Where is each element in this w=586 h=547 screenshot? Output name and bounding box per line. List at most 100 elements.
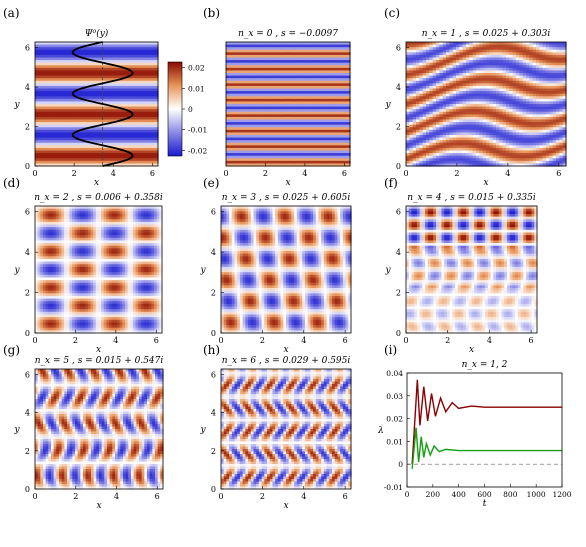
panel-label-b: (b)	[203, 6, 220, 20]
x-axis-label-h: x	[283, 501, 288, 511]
y-tick-h-2: 2	[211, 447, 216, 456]
x-tick-i-0: 0	[405, 490, 410, 499]
x-tick-g-2: 2	[73, 492, 78, 501]
y-axis-label-d: y	[13, 266, 20, 276]
y-tick-f-4: 4	[396, 248, 401, 257]
x-tick-g-4: 4	[114, 492, 119, 501]
x-tick-h-4: 4	[301, 492, 306, 501]
y-tick-e-6: 6	[211, 208, 216, 217]
y-axis-label-g: y	[13, 425, 20, 435]
y-tick-c-2: 2	[396, 123, 401, 132]
panel-label-c: (c)	[384, 6, 400, 20]
x-tick-c-2: 2	[454, 169, 459, 178]
x-tick-d-0: 0	[32, 336, 37, 345]
y-tick-f-6: 6	[396, 208, 401, 217]
field-map-h	[221, 369, 352, 490]
y-tick-c-6: 6	[396, 44, 401, 53]
panel-label-i: (i)	[384, 343, 397, 357]
x-tick-a-4: 4	[111, 169, 116, 178]
panel-i: (i)n_x = 1, 20 200 400 600 800 1000 1200-0.010…	[377, 343, 572, 509]
y-tick-d-2: 2	[25, 289, 30, 298]
panel-title-c: n_x = 1 , s = 0.025 + 0.303i	[422, 29, 551, 39]
x-tick-d-6: 6	[154, 336, 159, 345]
x-tick-i-1200: 1200	[552, 490, 571, 499]
x-tick-e-6: 6	[343, 336, 348, 345]
y-tick-c-0: 0	[396, 162, 401, 171]
x-tick-i-1000: 1000	[527, 490, 546, 499]
y-tick-g-2: 2	[25, 447, 30, 456]
x-tick-f-2: 2	[445, 336, 450, 345]
y-tick-f-0: 0	[396, 329, 401, 338]
field-map-d	[35, 206, 163, 334]
y-tick-e-0: 0	[211, 329, 216, 338]
y-axis-label-e: y	[199, 266, 206, 276]
y-tick-d-6: 6	[25, 208, 30, 217]
panel-title-h: n_x = 6 , s = 0.029 + 0.595i	[222, 356, 351, 366]
x-tick-h-0: 0	[218, 492, 223, 501]
field-map-c	[406, 42, 567, 167]
panel-label-a: (a)	[3, 6, 20, 20]
panel-title-g: n_x = 5 , s = 0.015 + 0.547i	[35, 356, 164, 366]
y-tick-i-0.03: 0.03	[386, 392, 403, 401]
x-tick-g-6: 6	[155, 492, 160, 501]
colorbar-tick-0: 0.02	[188, 64, 205, 73]
x-tick-e-4: 4	[301, 336, 306, 345]
panel-title-i: n_x = 1, 2	[462, 360, 508, 370]
x-tick-i-400: 400	[452, 490, 467, 499]
colorbar-tick-1: 0.01	[188, 84, 205, 93]
x-tick-b-6: 6	[342, 169, 347, 178]
y-tick-h-6: 6	[211, 370, 216, 379]
x-axis-label-d: x	[96, 345, 101, 355]
x-tick-b-4: 4	[302, 169, 307, 178]
colorbar-tick-4: -0.02	[188, 146, 207, 155]
y-tick-h-0: 0	[211, 485, 216, 494]
x-tick-d-4: 4	[113, 336, 118, 345]
panel-title-f: n_x = 4 , s = 0.015 + 0.335i	[407, 193, 536, 203]
colorbar: 0.020.010-0.01-0.02	[168, 62, 207, 156]
series-line-0	[412, 380, 562, 464]
y-tick-i-0.02: 0.02	[386, 415, 403, 424]
series-line-1	[412, 428, 562, 469]
y-tick-e-2: 2	[211, 289, 216, 298]
x-axis-label-e: x	[283, 345, 288, 355]
y-axis-label-f: y	[384, 266, 391, 276]
panel-title-e: n_x = 3 , s = 0.025 + 0.605i	[222, 193, 351, 203]
y-tick-a-0: 0	[25, 162, 30, 171]
x-axis-label-c: x	[483, 178, 488, 188]
y-tick-i-0: 0	[398, 460, 403, 469]
y-tick-d-4: 4	[25, 248, 30, 257]
panel-label-f: (f)	[384, 176, 398, 190]
y-tick-g-6: 6	[25, 370, 30, 379]
panel-title-b: n_x = 0 , s = −0.0097	[238, 29, 338, 39]
field-map-b	[226, 42, 351, 167]
x-tick-h-6: 6	[343, 492, 348, 501]
y-tick-d-0: 0	[25, 329, 30, 338]
x-tick-b-2: 2	[263, 169, 268, 178]
x-tick-i-800: 800	[503, 490, 518, 499]
y-tick-f-2: 2	[396, 289, 401, 298]
x-tick-c-6: 6	[556, 169, 561, 178]
panel-label-d: (d)	[3, 176, 20, 190]
y-axis-label-c: y	[384, 100, 391, 110]
x-tick-d-2: 2	[73, 336, 78, 345]
x-tick-f-0: 0	[403, 336, 408, 345]
y-tick-i-0.04: 0.04	[386, 369, 403, 378]
x-axis-label-f: x	[469, 345, 474, 355]
x-tick-e-2: 2	[260, 336, 265, 345]
x-tick-i-200: 200	[426, 490, 441, 499]
frame-i	[407, 373, 562, 487]
x-tick-i-600: 600	[477, 490, 492, 499]
y-axis-label-h: y	[199, 425, 206, 435]
x-tick-h-2: 2	[260, 492, 265, 501]
colorbar-tick-2: 0	[188, 105, 193, 114]
y-tick-h-4: 4	[211, 409, 216, 418]
y-tick-a-2: 2	[25, 123, 30, 132]
y-tick-i--0.01: -0.01	[384, 483, 403, 492]
x-axis-label-g: x	[96, 501, 101, 511]
